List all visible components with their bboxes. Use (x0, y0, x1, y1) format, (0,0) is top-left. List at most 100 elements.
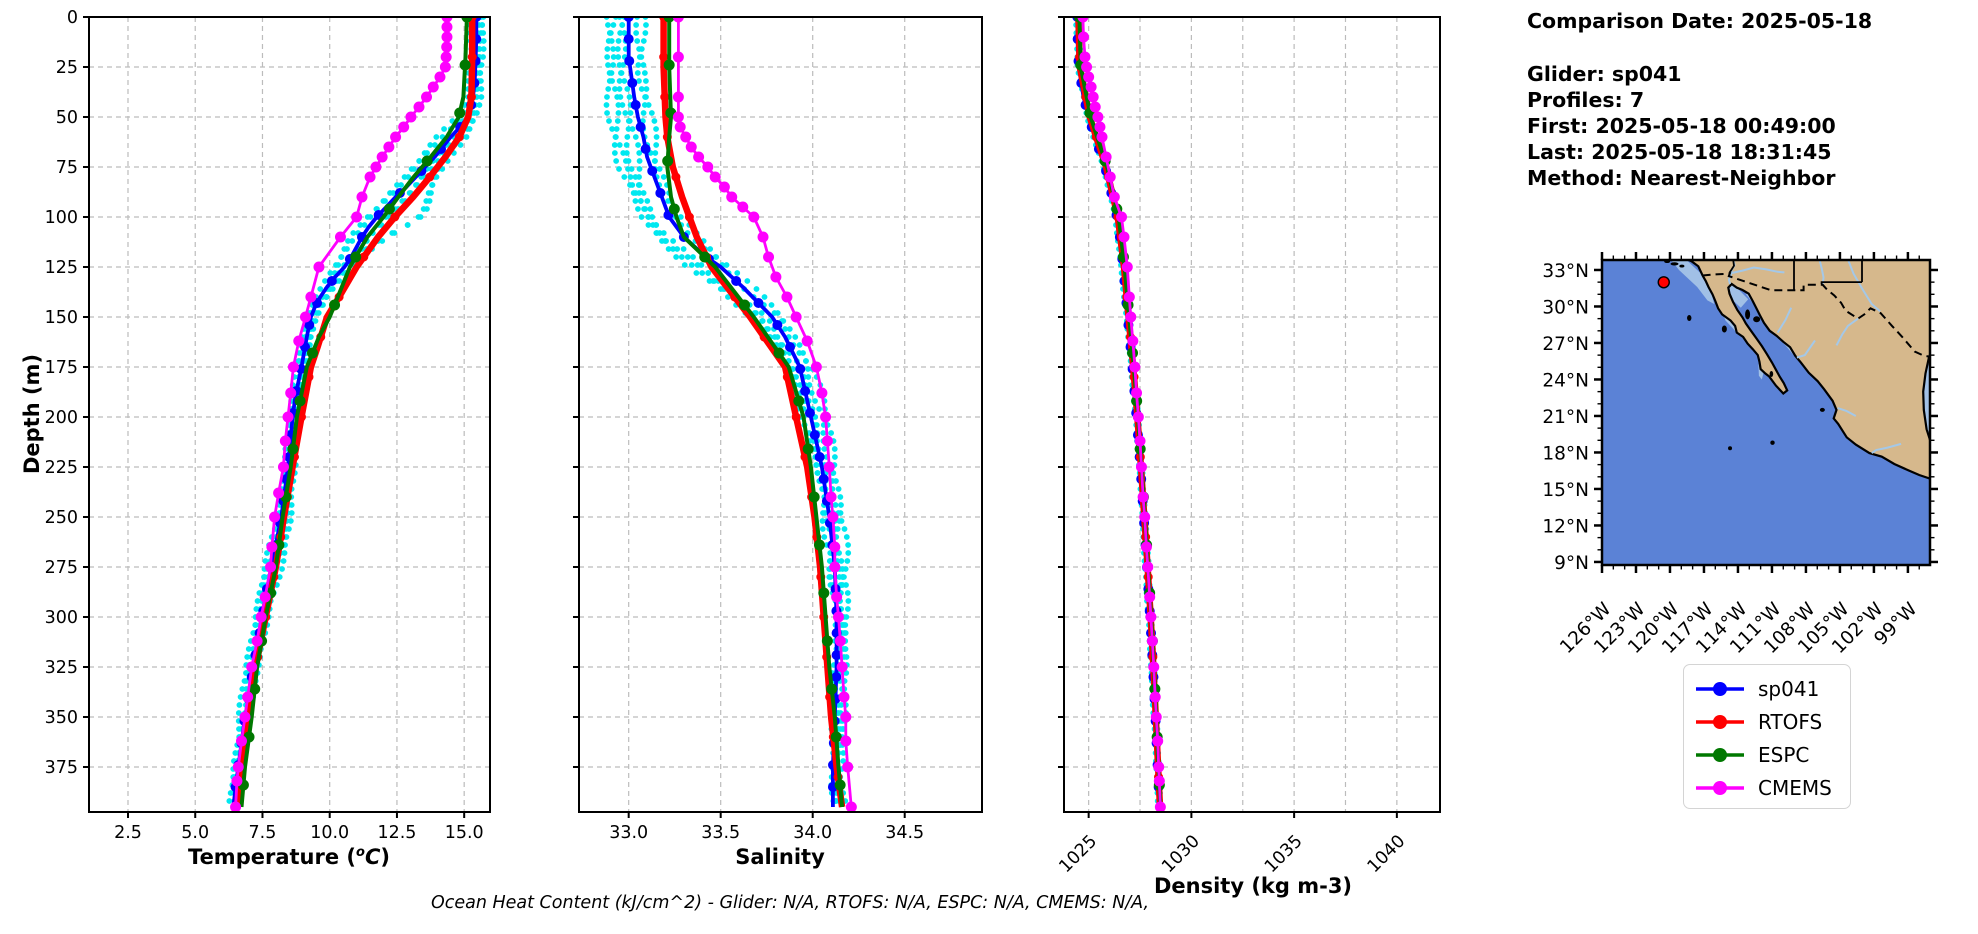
map-island (1670, 262, 1679, 266)
svg-text:1040: 1040 (1364, 831, 1410, 877)
svg-text:125: 125 (45, 258, 78, 278)
map-shelf (1728, 284, 1749, 308)
svg-text:7.5: 7.5 (249, 823, 277, 843)
map-island (1728, 446, 1733, 451)
svg-text:200: 200 (45, 408, 78, 428)
salinity-axis-title: Salinity (735, 845, 825, 869)
svg-text:21°N: 21°N (1542, 407, 1589, 428)
temperature-axis-title-pre: Temperature ( (188, 845, 356, 869)
salinity-series (603, 17, 857, 812)
svg-text:150: 150 (45, 308, 78, 328)
temperature-series (226, 17, 487, 812)
map-river (1818, 260, 1825, 285)
temperature-axis-title: Temperature (oC) (139, 845, 439, 869)
svg-text:0: 0 (67, 8, 78, 28)
svg-text:15°N: 15°N (1542, 480, 1589, 501)
svg-text:33°N: 33°N (1542, 261, 1589, 282)
map-river (1731, 266, 1785, 274)
svg-text:9°N: 9°N (1554, 553, 1589, 574)
svg-text:1025: 1025 (1056, 831, 1102, 877)
temperature-axis-title-sup: o (356, 845, 365, 860)
density-series (1072, 17, 1166, 812)
ocean-heat-content-caption: Ocean Heat Content (kJ/cm^2) - Glider: N… (430, 893, 1150, 913)
map-island (1769, 370, 1774, 377)
map-river (1835, 317, 1859, 346)
svg-text:33.0: 33.0 (609, 823, 648, 843)
legend: sp041 RTOFS ESPC CMEMS (1683, 664, 1851, 809)
map-island (1753, 316, 1761, 323)
svg-text:5.0: 5.0 (181, 823, 209, 843)
legend-label-espc: ESPC (1758, 742, 1810, 767)
svg-text:250: 250 (45, 508, 78, 528)
svg-text:100: 100 (45, 208, 78, 228)
map-state-border (1820, 281, 1862, 284)
svg-text:12°N: 12°N (1542, 516, 1589, 537)
map-river (1871, 442, 1902, 454)
svg-text:24°N: 24°N (1542, 370, 1589, 391)
map-island (1687, 315, 1692, 322)
svg-text:375: 375 (45, 758, 78, 778)
info-spacer (1527, 34, 1872, 61)
map-island (1770, 440, 1775, 445)
legend-line-dot-icon (1696, 780, 1744, 795)
svg-text:325: 325 (45, 658, 78, 678)
map-river (1776, 307, 1793, 334)
svg-text:34.0: 34.0 (793, 823, 832, 843)
svg-text:10.0: 10.0 (310, 823, 349, 843)
svg-text:300: 300 (45, 608, 78, 628)
map-state-border (1728, 260, 1735, 274)
svg-text:2.5: 2.5 (114, 823, 142, 843)
method-text: Method: Nearest-Neighbor (1527, 166, 1836, 190)
comparison-info-block: Comparison Date: 2025-05-18 Glider: sp04… (1527, 8, 1872, 191)
map-island (1679, 264, 1685, 268)
svg-text:225: 225 (45, 458, 78, 478)
density-panel: 1025 1030 1035 1040 (1056, 16, 1441, 877)
glider-id-text: Glider: sp041 (1527, 62, 1682, 86)
map-river (1796, 339, 1816, 359)
map-island (1745, 309, 1751, 320)
legend-item-cmems: CMEMS (1694, 771, 1850, 804)
map-shelf (1671, 260, 1715, 304)
svg-text:75: 75 (56, 158, 78, 178)
legend-label-rtofs: RTOFS (1758, 709, 1823, 734)
legend-line-dot-icon (1696, 681, 1744, 696)
svg-text:18°N: 18°N (1542, 443, 1589, 464)
legend-label-sp041: sp041 (1758, 676, 1820, 701)
svg-text:30°N: 30°N (1542, 297, 1589, 318)
first-profile-time-text: First: 2025-05-18 00:49:00 (1527, 114, 1836, 138)
profiles-count-text: Profiles: 7 (1527, 88, 1645, 112)
comparison-date-text: Comparison Date: 2025-05-18 (1527, 9, 1873, 33)
map-content (1602, 260, 1930, 565)
legend-item-sp041: sp041 (1694, 672, 1850, 705)
temperature-panel: 2.5 5.0 7.5 10.0 12.5 15.0 0 25 50 75 100 125 150 175… (45, 8, 491, 843)
temperature-axis-title-unit: C (364, 845, 381, 869)
svg-text:350: 350 (45, 708, 78, 728)
map-island (1819, 407, 1825, 412)
svg-text:175: 175 (45, 358, 78, 378)
map-international-border (1702, 272, 1930, 358)
svg-text:1035: 1035 (1261, 831, 1307, 877)
svg-text:50: 50 (56, 108, 78, 128)
legend-line-dot-icon (1696, 714, 1744, 729)
svg-text:27°N: 27°N (1542, 334, 1589, 355)
svg-text:25: 25 (56, 58, 78, 78)
map-island (1721, 325, 1727, 333)
salinity-panel: 33.0 33.5 34.0 34.5 (573, 16, 983, 843)
map-river (1847, 260, 1881, 313)
location-map-panel: 126°W123°W120°W117°W114°W111°W108°W105°W… (1542, 252, 1938, 658)
map-land (1685, 260, 1930, 480)
legend-label-cmems: CMEMS (1758, 775, 1832, 800)
svg-text:275: 275 (45, 558, 78, 578)
legend-line-dot-icon (1696, 747, 1744, 762)
svg-text:15.0: 15.0 (445, 823, 484, 843)
density-axis-title: Density (kg m-3) (1153, 874, 1353, 898)
svg-text:34.5: 34.5 (885, 823, 924, 843)
legend-item-rtofs: RTOFS (1694, 705, 1850, 738)
last-profile-time-text: Last: 2025-05-18 18:31:45 (1527, 140, 1832, 164)
map-river (1837, 407, 1857, 417)
svg-text:1030: 1030 (1158, 831, 1204, 877)
svg-text:12.5: 12.5 (377, 823, 416, 843)
glider-location-marker (1657, 276, 1670, 289)
